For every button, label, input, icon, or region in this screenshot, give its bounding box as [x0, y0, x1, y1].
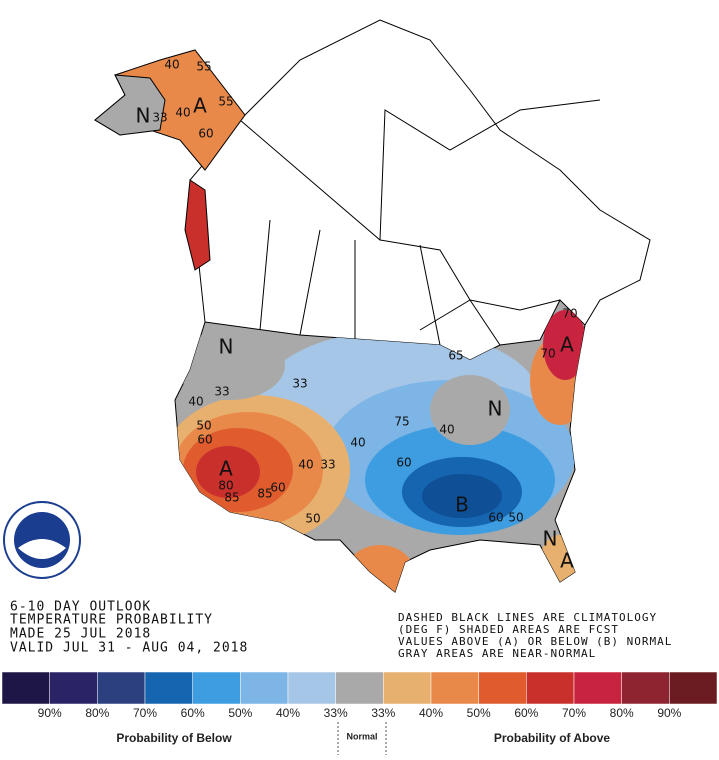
map-label: N: [136, 104, 151, 128]
note-line: VALUES ABOVE (A) OR BELOW (B) NORMAL: [398, 635, 672, 648]
map-label: 70: [540, 347, 555, 361]
legend-label: 60%: [514, 706, 538, 720]
map-label: A: [560, 549, 574, 573]
legend-normal: Normal: [346, 731, 377, 741]
legend-swatch: [192, 671, 241, 705]
legend-swatch: [1, 671, 50, 705]
legend-swatch: [383, 671, 432, 705]
legend-label: 60%: [181, 706, 205, 720]
outlook-line: VALID JUL 31 - AUG 04, 2018: [10, 641, 248, 656]
map-label: 60: [270, 481, 285, 495]
legend-label: 80%: [610, 706, 634, 720]
map-label: 40: [350, 436, 365, 450]
map-label: A: [560, 333, 574, 357]
legend-swatch: [287, 671, 336, 705]
legend-swatch: [478, 671, 527, 705]
legend-label: 50%: [467, 706, 491, 720]
legend-label: 70%: [133, 706, 157, 720]
map-label: 55: [196, 60, 211, 74]
map-label: 60: [488, 511, 503, 525]
map-label: 40: [164, 58, 179, 72]
map-label: 33: [320, 458, 335, 472]
map-label: 50: [305, 512, 320, 526]
map-label: 70: [562, 307, 577, 321]
map-label: 40: [439, 423, 454, 437]
legend-swatch: [240, 671, 289, 705]
map-label: N: [543, 527, 558, 551]
outlook-text: 6-10 DAY OUTLOOK TEMPERATURE PROBABILITY…: [10, 600, 248, 656]
legend-label: 80%: [85, 706, 109, 720]
legend-label: 40%: [276, 706, 300, 720]
map-label: A: [193, 94, 207, 118]
map-label: 33: [292, 377, 307, 391]
alaska-west: [94, 74, 166, 136]
map-label: 40: [188, 395, 203, 409]
legend-swatch: [430, 671, 479, 705]
map-label: 33: [152, 111, 167, 125]
notes: DASHED BLACK LINES ARE CLIMATOLOGY (DEG …: [398, 611, 672, 660]
legend-label: 33%: [371, 706, 395, 720]
legend-swatch: [621, 671, 670, 705]
map-label: 50: [508, 511, 523, 525]
legend-swatch: [669, 671, 718, 705]
map-label: 60: [396, 456, 411, 470]
map-label: 40: [175, 106, 190, 120]
legend-below-title: Probability of Below: [116, 731, 232, 745]
note-line: (DEG F) SHADED AREAS ARE FCST: [398, 623, 619, 636]
legend-label: 33%: [324, 706, 348, 720]
noaa-logo: [3, 501, 81, 579]
legend-swatch: [573, 671, 622, 705]
map-label: 33: [214, 385, 229, 399]
legend-swatch: [97, 671, 146, 705]
legend-label: 90%: [38, 706, 62, 720]
note-line: GRAY AREAS ARE NEAR-NORMAL: [398, 647, 596, 660]
outlook-line: MADE 25 JUL 2018: [10, 627, 151, 642]
legend-above-title: Probability of Above: [494, 731, 611, 745]
map-labels: N 33 40 A 55 40 55 60 N 33 40 50 60 A 80…: [136, 58, 578, 573]
map-label: 75: [394, 415, 409, 429]
legend-label: 50%: [228, 706, 252, 720]
map-label: 85: [257, 487, 272, 501]
map-label: 50: [196, 419, 211, 433]
map-label: 55: [218, 95, 233, 109]
map-label: N: [488, 397, 503, 421]
map-label: A: [219, 457, 233, 481]
map-label: 85: [224, 491, 239, 505]
legend-label: 90%: [657, 706, 681, 720]
legend-swatch: [526, 671, 575, 705]
map-label: 60: [197, 433, 212, 447]
alaska-panhandle: [184, 179, 211, 271]
map-label: 80: [218, 479, 233, 493]
legend-swatch: [144, 671, 193, 705]
legend: Probability of Below Normal Probability …: [1, 671, 718, 755]
outlook-line: 6-10 DAY OUTLOOK: [10, 600, 151, 615]
shading: [175, 310, 585, 592]
outlook-line: TEMPERATURE PROBABILITY: [10, 613, 213, 628]
canada-outline: [189, 19, 651, 346]
legend-swatch: [335, 671, 384, 705]
legend-label: 40%: [419, 706, 443, 720]
map-label: 60: [198, 127, 213, 141]
map-label: 65: [448, 349, 463, 363]
note-line: DASHED BLACK LINES ARE CLIMATOLOGY: [398, 611, 657, 624]
map-label: B: [455, 493, 469, 517]
legend-swatch: [49, 671, 98, 705]
map-label: 40: [298, 458, 313, 472]
map-label: N: [219, 335, 234, 359]
legend-label: 70%: [562, 706, 586, 720]
